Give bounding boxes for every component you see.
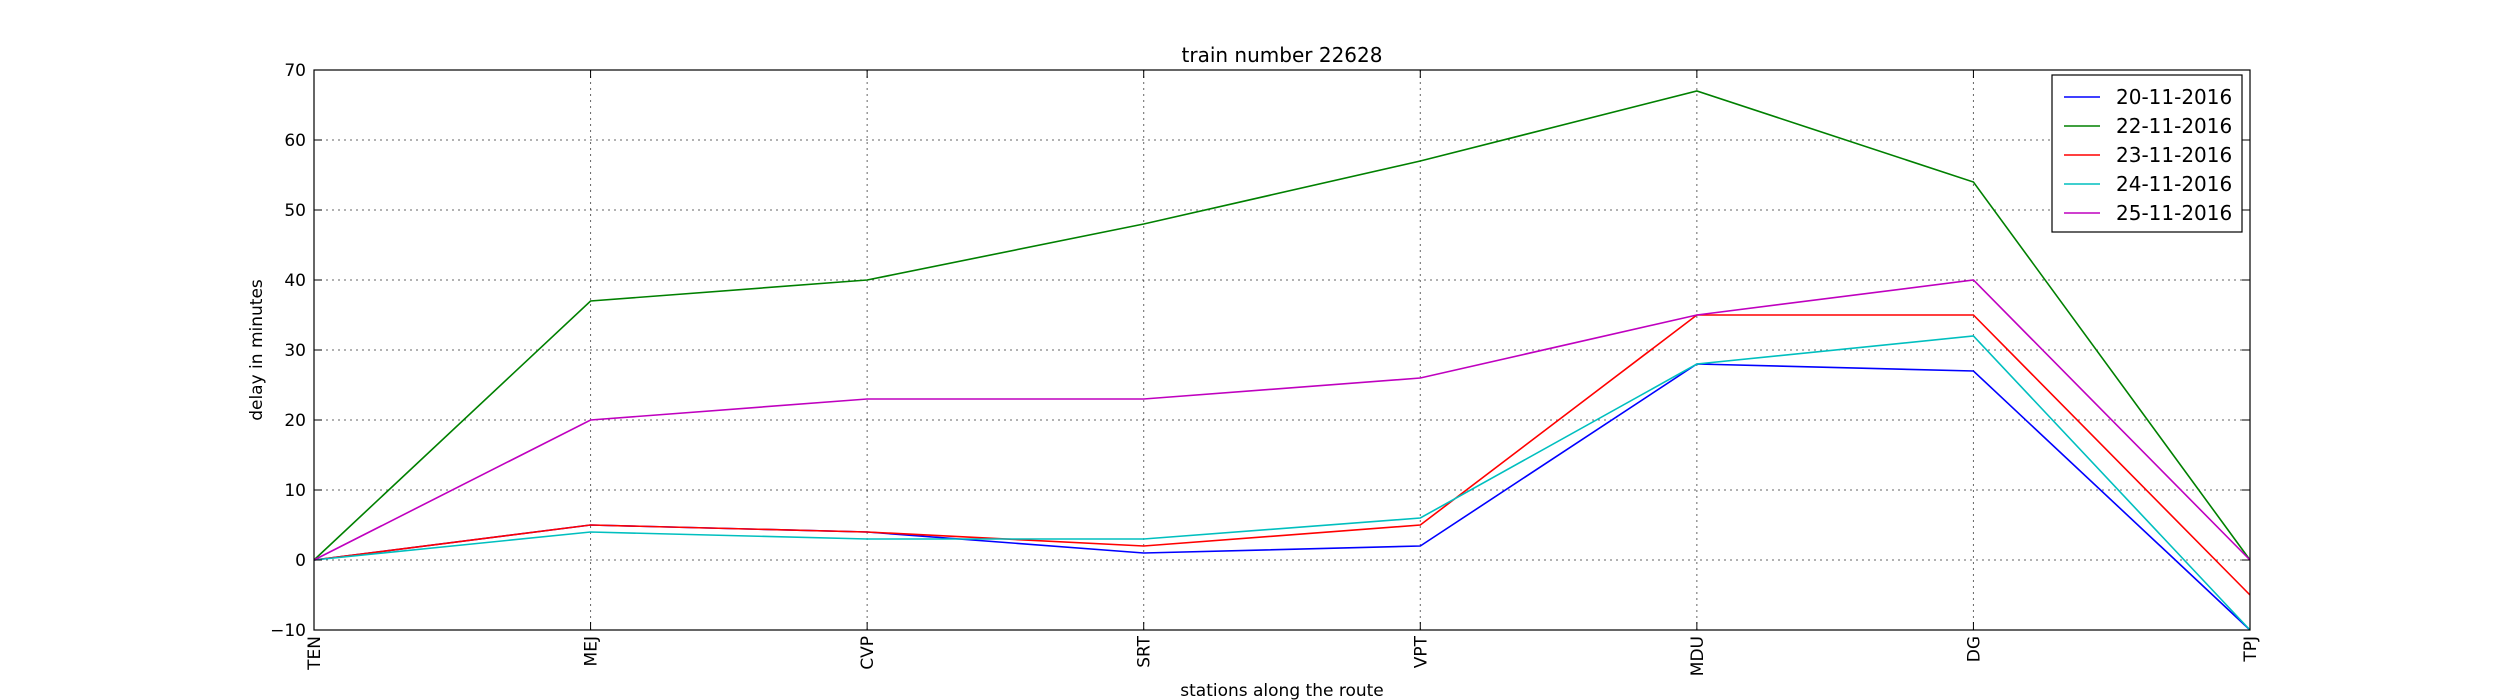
grid [314, 70, 2250, 630]
x-tick-label: TPJ [2241, 636, 2261, 663]
series-line-4 [313, 335, 2251, 631]
y-axis-title: delay in minutes [247, 279, 267, 421]
y-tick-label: 40 [284, 271, 306, 291]
series-line-2 [313, 90, 2251, 561]
legend-box [2051, 74, 2243, 233]
x-axis-title: stations along the route [1180, 681, 1384, 700]
y-tick-label: 30 [284, 341, 306, 361]
series-line-5 [313, 279, 2251, 561]
legend-label-2: 22-11-2016 [2116, 114, 2232, 138]
legend-label-1: 20-11-2016 [2116, 85, 2232, 109]
y-tick-label: 0 [295, 551, 306, 571]
y-tick-label: 60 [284, 131, 306, 151]
axis-ticks: −10 0 10 20 30 40 50 60 70 TEN MEJ CVP SRT VPT MDU DG TP… [270, 61, 2261, 676]
y-tick-label: −10 [270, 621, 306, 641]
x-tick-label: SRT [1135, 635, 1155, 667]
y-tick-label: 70 [284, 61, 306, 81]
legend-label-3: 23-11-2016 [2116, 143, 2232, 167]
series-lines [313, 90, 2251, 631]
y-tick-label: 10 [284, 481, 306, 501]
x-tick-label: CVP [858, 636, 878, 670]
x-tick-label: DG [1964, 636, 1984, 662]
y-tick-label: 50 [284, 201, 306, 221]
x-tick-label: VPT [1411, 635, 1431, 668]
legend-label-5: 25-11-2016 [2116, 201, 2232, 225]
legend: 20-11-2016 22-11-2016 23-11-2016 24-11-2016… [2051, 74, 2243, 233]
y-tick-label: 20 [284, 411, 306, 431]
x-tick-label: TEN [305, 636, 325, 671]
x-tick-label: MEJ [582, 636, 602, 666]
legend-label-4: 24-11-2016 [2116, 172, 2232, 196]
chart-title: train number 22628 [1182, 43, 1383, 67]
x-tick-label: MDU [1688, 636, 1708, 676]
series-line-3 [313, 314, 2251, 596]
series-line-1 [313, 363, 2251, 631]
